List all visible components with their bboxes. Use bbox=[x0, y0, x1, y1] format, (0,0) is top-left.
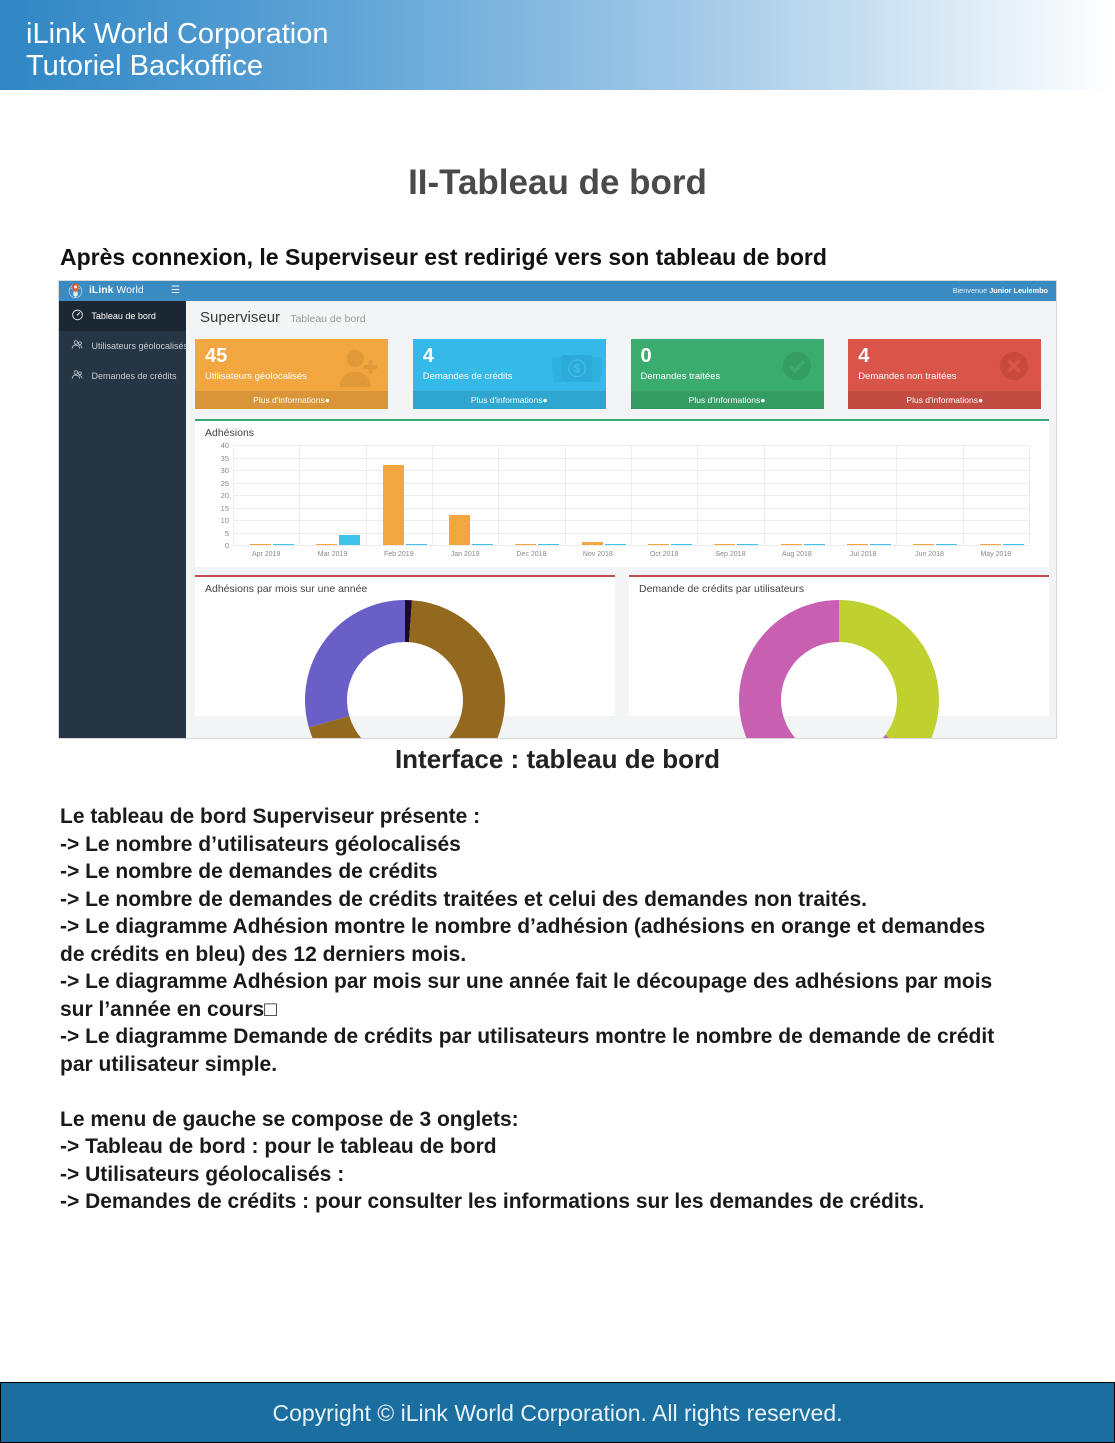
svg-text:$: $ bbox=[574, 363, 581, 376]
